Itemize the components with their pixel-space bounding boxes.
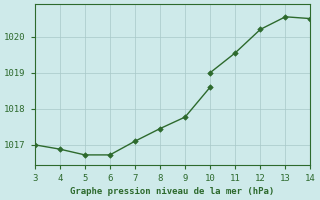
X-axis label: Graphe pression niveau de la mer (hPa): Graphe pression niveau de la mer (hPa)	[70, 187, 275, 196]
